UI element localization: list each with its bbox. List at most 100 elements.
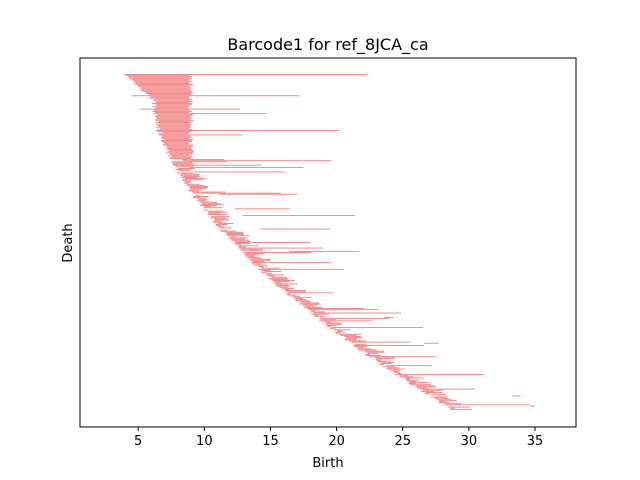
barcode-bar <box>287 294 296 296</box>
barcode-bar <box>275 284 289 286</box>
barcode-bar <box>158 133 189 135</box>
barcode-bar <box>313 314 320 316</box>
barcode-bar <box>159 127 190 129</box>
barcode-bar <box>182 175 201 177</box>
barcode-bar <box>367 352 379 354</box>
barcode-bar <box>168 154 190 156</box>
barcode-bar <box>386 368 406 370</box>
barcode-bar <box>368 356 437 358</box>
barcode-bar <box>148 97 190 99</box>
barcode-bar <box>219 227 232 229</box>
barcode-bar <box>183 182 189 184</box>
barcode-bar <box>186 183 200 185</box>
barcode-bar <box>170 161 227 163</box>
barcode-bar <box>158 128 193 130</box>
barcode-bar <box>133 80 192 82</box>
barcode-bar <box>146 91 194 93</box>
barcode-bar <box>261 272 268 274</box>
barcode-bar <box>258 268 344 270</box>
barcode-bar <box>153 113 267 115</box>
barcode-bar <box>443 403 462 405</box>
barcode-bar <box>424 393 430 395</box>
barcode-bar <box>268 277 289 279</box>
barcode-bar <box>166 145 193 147</box>
barcode-bar <box>190 188 207 190</box>
barcode-bar <box>394 371 400 373</box>
barcode-bar <box>238 247 324 249</box>
barcode-bar <box>213 219 229 221</box>
barcode-bar <box>172 163 194 165</box>
barcode-bar <box>244 254 260 256</box>
barcode-bar <box>295 300 310 302</box>
x-tick-label: 15 <box>262 434 279 449</box>
barcode-bar <box>358 349 377 351</box>
barcode-bar <box>156 117 192 119</box>
barcode-bar <box>288 250 360 252</box>
barcode-bar <box>238 245 259 247</box>
barcode-bar <box>162 132 190 134</box>
barcode-bar <box>386 365 432 367</box>
x-tick-label: 5 <box>134 434 142 449</box>
barcode-bar <box>225 231 244 233</box>
barcode-bar <box>189 166 304 168</box>
barcode-bar <box>334 331 346 333</box>
barcode-bar <box>384 317 394 318</box>
barcode-bar <box>212 221 223 223</box>
barcode-bar <box>248 257 263 259</box>
barcode-bar <box>310 311 325 313</box>
barcode-bar <box>159 134 243 136</box>
barcode-bar <box>282 287 295 289</box>
barcode-bar <box>155 122 192 124</box>
barcode-bar <box>188 187 208 189</box>
barcode-bar <box>123 74 368 75</box>
barcode-bar <box>152 110 193 112</box>
barcode-bar <box>241 249 264 251</box>
barcode-bar <box>154 98 192 100</box>
barcode-bar <box>236 244 241 246</box>
barcode-bar <box>155 104 193 106</box>
barcode-bar <box>375 359 382 361</box>
barcode-bar <box>181 179 204 181</box>
barcode-bar <box>337 330 343 332</box>
barcode-bar <box>184 181 192 183</box>
barcode-bar <box>192 196 209 197</box>
barcode-bar <box>336 332 341 334</box>
barcode-bar <box>408 383 416 385</box>
barcode-bar <box>353 346 368 348</box>
barcode-bar <box>512 395 521 397</box>
barcode-bar <box>320 319 337 321</box>
barcode-bar <box>250 262 332 264</box>
barcode-bar <box>153 109 190 111</box>
barcode-bar <box>150 96 190 98</box>
barcode-bar <box>416 386 437 388</box>
barcode-bar <box>176 172 194 174</box>
barcode-bar <box>270 278 288 280</box>
barcode-bar <box>151 103 192 105</box>
barcode-bar <box>141 88 192 90</box>
barcode-bar <box>140 89 191 91</box>
barcode-bar <box>252 263 261 265</box>
barcode-bar <box>203 209 208 211</box>
barcode-bar <box>264 271 282 273</box>
barcode-bar <box>195 194 200 196</box>
barcode-bar <box>190 186 209 187</box>
x-tick-label: 10 <box>196 434 213 449</box>
barcode-bar <box>196 200 206 202</box>
barcode-bar <box>166 152 194 154</box>
barcode-bar <box>193 192 282 194</box>
barcode-bar <box>381 362 392 364</box>
barcode-bar <box>349 340 366 342</box>
barcode-bar <box>265 274 285 276</box>
barcode-bar <box>165 147 192 149</box>
barcode-bar <box>382 366 395 368</box>
barcode-bar <box>233 240 251 242</box>
barcode-bar <box>320 318 390 320</box>
barcode-bar <box>167 151 194 153</box>
barcode-bar <box>285 293 292 295</box>
barcode-bar <box>261 267 280 269</box>
barcode-bar <box>344 336 361 337</box>
barcode-bar <box>200 205 218 206</box>
barcode-bar <box>214 218 229 220</box>
barcode-bar <box>155 118 191 120</box>
barcode-bar <box>407 380 417 382</box>
